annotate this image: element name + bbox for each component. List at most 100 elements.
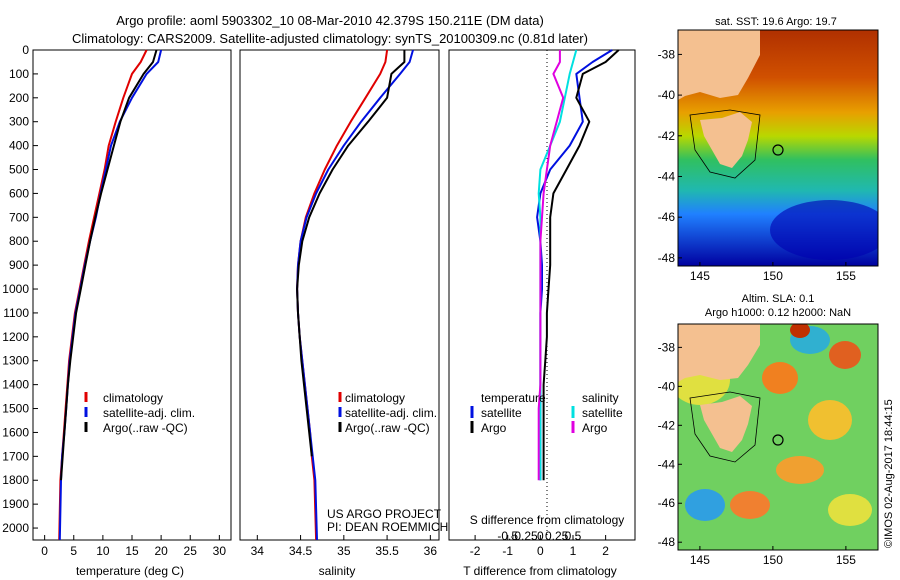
y-tick-label: 700 bbox=[9, 210, 29, 224]
temperature-xlabel: temperature (deg C) bbox=[76, 564, 184, 578]
difference-panel: -2 -1 0 1 2 -0.5-0.25 0 0.250.5 S difference f… bbox=[448, 49, 636, 578]
y-tick-label: 0 bbox=[22, 43, 29, 57]
difference-axes bbox=[448, 49, 636, 541]
salinity-tick-label: -0.5 bbox=[497, 529, 518, 543]
y-tick-label: 400 bbox=[9, 139, 29, 153]
map-y-tick-label: -38 bbox=[658, 47, 676, 61]
legend-temp-satellite-label: satellite bbox=[481, 406, 522, 420]
legend-satellite-label: satellite-adj. clim. bbox=[345, 406, 437, 420]
series-line-temperature bbox=[542, 49, 620, 481]
difference-series bbox=[536, 49, 620, 481]
sst-map-frame bbox=[677, 29, 879, 267]
series-line-climatology bbox=[58, 49, 148, 541]
figure-title-line1: Argo profile: aoml 5903302_10 08-Mar-201… bbox=[116, 13, 544, 28]
sla-patch bbox=[808, 400, 852, 440]
salinity-xlabel: salinity bbox=[319, 564, 356, 578]
y-tick-label: 1600 bbox=[2, 425, 29, 439]
legend-satellite-label: satellite-adj. clim. bbox=[103, 406, 195, 420]
x-tick-label: 20 bbox=[154, 544, 168, 558]
map-x-tick-label: 155 bbox=[836, 269, 856, 283]
y-tick-label: 2000 bbox=[2, 521, 29, 535]
sst-shelf-contour bbox=[689, 109, 761, 179]
series-line-satellite-adj. bbox=[58, 49, 163, 541]
y-tick-label: 600 bbox=[9, 186, 29, 200]
x-tick-label: 10 bbox=[96, 544, 110, 558]
sst-x-ticks: 145 150 155 bbox=[690, 262, 856, 283]
sst-y-ticks: -38 -40 -42 -44 -46 -48 bbox=[658, 47, 682, 265]
project-annotation-line2: PI: DEAN ROEMMICH bbox=[327, 520, 448, 534]
salinity-series bbox=[296, 49, 414, 541]
sst-warm-patch bbox=[0, 0, 50, 40]
sla-map-title-line1: Altim. SLA: 0.1 bbox=[742, 293, 815, 305]
legend-sal-satellite-label: satellite bbox=[582, 406, 623, 420]
map-y-tick-label: -48 bbox=[658, 251, 676, 265]
x-tick-label: 36 bbox=[424, 544, 438, 558]
temperature-x-ticks: 0 5 10 15 20 25 30 bbox=[41, 535, 226, 558]
difference-sal-label: S difference from climatology bbox=[470, 513, 625, 527]
salinity-panel: 34 34.5 35 35.5 36 salinity climatology sate… bbox=[239, 49, 448, 578]
map-y-tick-label: -46 bbox=[658, 210, 676, 224]
sla-map: Altim. SLA: 0.1 Argo h1000: 0.12 h2000: … bbox=[658, 293, 879, 567]
legend-temp-argo-label: Argo bbox=[481, 421, 507, 435]
salinity-legend: climatology satellite-adj. clim. Argo(..… bbox=[338, 391, 437, 435]
x-tick-label: 15 bbox=[125, 544, 139, 558]
copyright-stamp: ©IMOS 02-Aug-2017 18:44:15 bbox=[883, 399, 895, 548]
y-tick-label: 1300 bbox=[2, 354, 29, 368]
x-tick-label: 2 bbox=[602, 544, 609, 558]
mainland-coast bbox=[678, 324, 760, 382]
x-tick-label: 34 bbox=[251, 544, 265, 558]
legend-argo-label: Argo(..raw -QC) bbox=[103, 421, 188, 435]
y-tick-label: 1500 bbox=[2, 402, 29, 416]
temperature-series bbox=[58, 49, 163, 541]
x-tick-label: 35 bbox=[337, 544, 351, 558]
salinity-tick-label: 0.5 bbox=[565, 529, 582, 543]
sla-patch bbox=[730, 491, 770, 519]
y-tick-label: 200 bbox=[9, 91, 29, 105]
difference-legend: temperature satellite Argo salinity sate… bbox=[470, 391, 623, 435]
x-tick-label: 0 bbox=[41, 544, 48, 558]
map-y-tick-label: -44 bbox=[658, 457, 676, 471]
sst-map: sat. SST: 19.6 Argo: 19.7 145 150 155 -38 -… bbox=[0, 0, 879, 283]
series-line-argo(..raw bbox=[296, 50, 406, 457]
y-tick-label: 1200 bbox=[2, 330, 29, 344]
x-tick-label: 34.5 bbox=[289, 544, 313, 558]
y-tick-label: 1100 bbox=[3, 306, 29, 320]
salinity-tick-label: 0.25 bbox=[545, 529, 569, 543]
x-tick-label: -1 bbox=[502, 544, 513, 558]
map-x-tick-label: 145 bbox=[690, 269, 710, 283]
x-tick-label: 0 bbox=[537, 544, 544, 558]
sla-patch bbox=[776, 456, 824, 484]
mainland-coast bbox=[678, 30, 760, 100]
y-tick-label: 800 bbox=[9, 234, 29, 248]
y-tick-label: 1800 bbox=[2, 473, 29, 487]
figure-title-line2: Climatology: CARS2009. Satellite-adjuste… bbox=[72, 31, 588, 46]
sla-patch bbox=[790, 324, 810, 338]
difference-salinity-ticks: -0.5-0.25 0 0.250.5 bbox=[497, 529, 581, 543]
sst-cool-patch bbox=[770, 200, 878, 260]
x-tick-label: 5 bbox=[70, 544, 77, 558]
legend-temperature-title: temperature bbox=[481, 391, 546, 405]
sla-patch bbox=[685, 489, 725, 521]
sla-patch bbox=[762, 362, 798, 394]
temperature-panel: 0100200300400500600700800900100011001200… bbox=[2, 43, 232, 578]
map-y-tick-label: -46 bbox=[658, 496, 676, 510]
x-tick-label: 35.5 bbox=[375, 544, 399, 558]
y-tick-label: 500 bbox=[9, 163, 29, 177]
temperature-y-ticks: 0 100 200 300 400 500 600 700 800 900 1000 1100 1200… bbox=[2, 43, 38, 535]
map-y-tick-label: -38 bbox=[658, 340, 676, 354]
sst-map-title: sat. SST: 19.6 Argo: 19.7 bbox=[715, 16, 837, 28]
legend-argo-label: Argo(..raw -QC) bbox=[345, 421, 430, 435]
series-line-climatology bbox=[296, 49, 389, 541]
y-tick-label: 1400 bbox=[2, 378, 29, 392]
difference-x-ticks: -2 -1 0 1 2 bbox=[470, 535, 609, 558]
legend-climatology-label: climatology bbox=[345, 391, 405, 405]
map-x-tick-label: 145 bbox=[690, 553, 710, 567]
legend-sal-argo-label: Argo bbox=[582, 421, 608, 435]
x-tick-label: -2 bbox=[470, 544, 481, 558]
map-y-tick-label: -42 bbox=[658, 129, 676, 143]
y-tick-label: 1700 bbox=[2, 449, 29, 463]
series-line-argo(..raw bbox=[60, 49, 158, 481]
map-y-tick-label: -40 bbox=[658, 88, 676, 102]
float-position-marker bbox=[772, 144, 784, 156]
